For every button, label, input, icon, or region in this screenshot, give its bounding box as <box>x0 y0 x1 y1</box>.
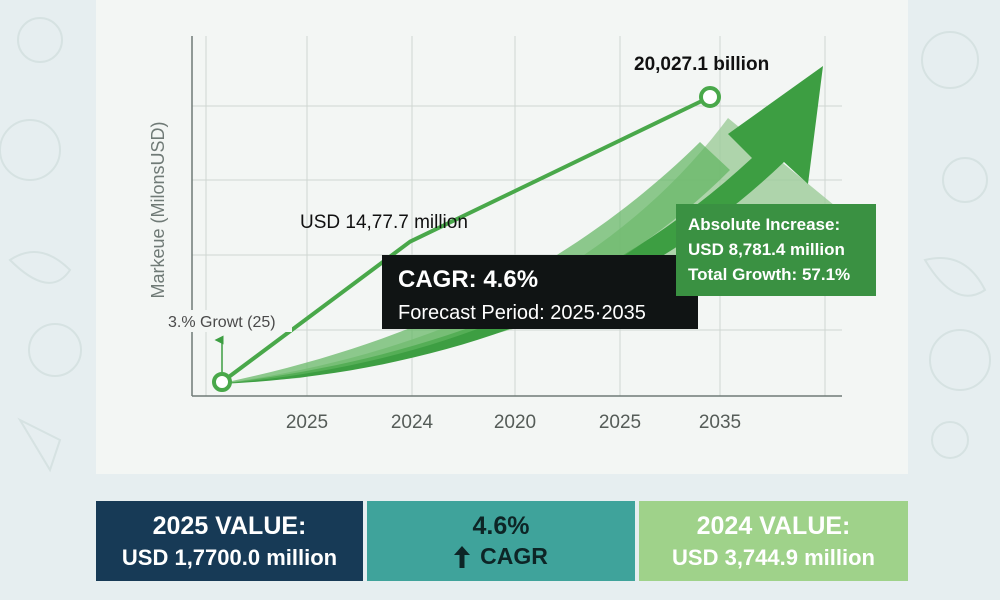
increase-callout: Absolute Increase: USD 8,781.4 million T… <box>676 204 876 296</box>
x-tick-label: 2024 <box>391 412 434 433</box>
increase-line1: Absolute Increase: <box>688 215 840 234</box>
stat-box-cagr: 4.6% CAGR <box>367 501 635 581</box>
growth-chart: Markeue (MilonsUSD) 2025 2024 2020 2025 2035… <box>148 36 876 433</box>
x-tick-label: 2020 <box>494 412 536 433</box>
end-annotation: 20,027.1 billion <box>634 54 769 75</box>
stat-box-2024-value: 2024 VALUE: USD 3,744.9 million <box>639 501 908 581</box>
x-tick-labels: 2025 2024 2020 2025 2035 <box>286 412 741 433</box>
series-point <box>212 372 232 392</box>
start-annotation-bg <box>164 310 292 332</box>
stat-2024-label: 2024 VALUE: <box>696 511 851 540</box>
cagr-callout-title: CAGR: 4.6% <box>398 266 538 293</box>
increase-line2: USD 8,781.4 million <box>688 240 845 259</box>
arrow-up-icon <box>454 545 471 568</box>
mid-annotation: USD 14,77.7 million <box>300 212 468 233</box>
stat-box-2025-value: 2025 VALUE: USD 1,7700.0 million <box>96 501 363 581</box>
growth-arrow-band <box>218 142 730 384</box>
cagr-callout: CAGR: 4.6% Forecast Period: 2025·2035 <box>382 255 698 329</box>
series-point <box>699 86 721 108</box>
start-annotation: 3.% Growt (25) <box>168 314 276 331</box>
x-tick-label: 2025 <box>599 412 641 433</box>
series-points <box>212 86 721 392</box>
y-axis-label: Markeue (MilonsUSD) <box>148 121 168 298</box>
x-tick-label: 2035 <box>699 412 741 433</box>
series-line <box>220 95 711 384</box>
increase-line3: Total Growth: 57.1% <box>688 265 850 284</box>
stat-cagr-label: 4.6% <box>472 512 530 540</box>
stat-cagr-value: CAGR <box>480 543 548 569</box>
stat-cagr-row: CAGR <box>454 543 548 570</box>
stat-2025-label: 2025 VALUE: <box>152 511 307 540</box>
stat-2024-value: USD 3,744.9 million <box>672 544 875 570</box>
stat-2025-value: USD 1,7700.0 million <box>121 544 338 570</box>
x-tick-label: 2025 <box>286 412 328 433</box>
cagr-callout-subtitle: Forecast Period: 2025·2035 <box>398 302 646 324</box>
